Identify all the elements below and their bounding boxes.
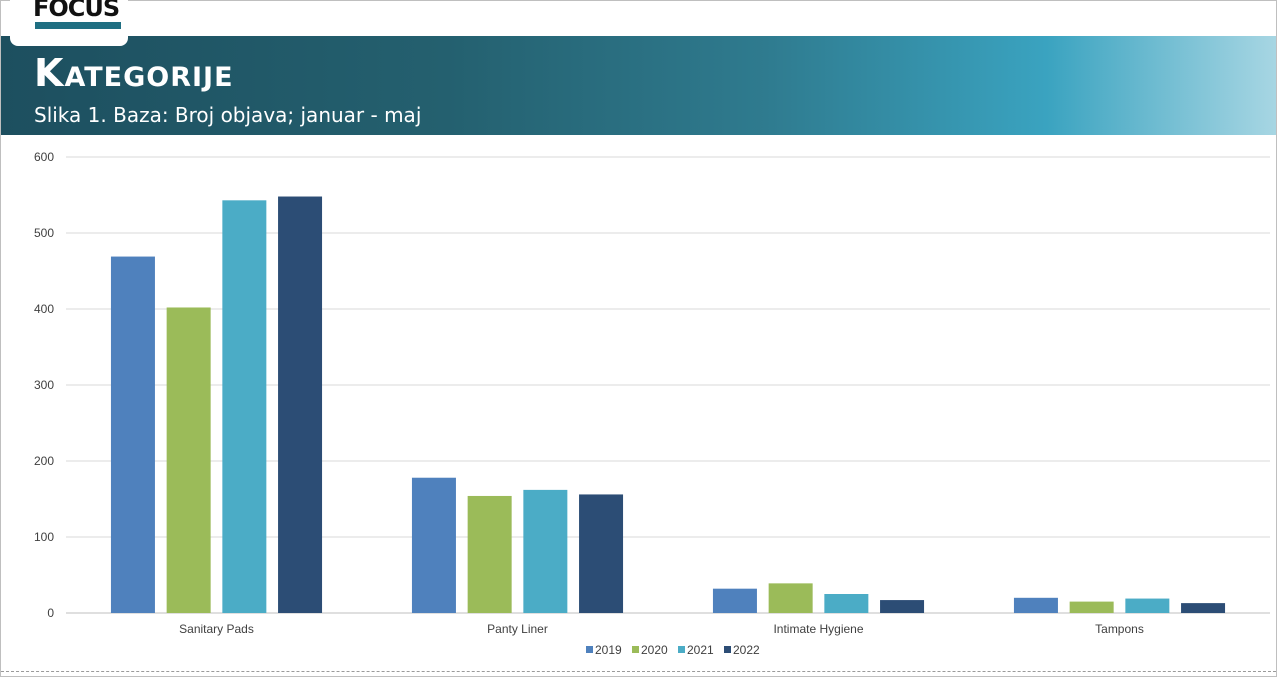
logo-container: FOCUS	[10, 0, 128, 46]
title-banner	[1, 36, 1276, 135]
legend-label: 2022	[733, 643, 760, 657]
bar	[1069, 601, 1114, 613]
x-tick-label: Tampons	[1095, 622, 1144, 636]
bar	[166, 307, 211, 613]
bar	[1181, 603, 1226, 613]
y-tick-label: 500	[34, 226, 54, 240]
bar	[712, 588, 757, 613]
y-tick-label: 200	[34, 454, 54, 468]
page-subtitle: Slika 1. Baza: Broj objava; januar - maj	[34, 103, 422, 127]
bar	[110, 256, 155, 613]
legend-swatch	[586, 646, 593, 653]
bar	[824, 594, 869, 613]
legend-swatch	[632, 646, 639, 653]
bar	[579, 494, 624, 613]
bar	[467, 495, 512, 613]
legend-label: 2020	[641, 643, 668, 657]
y-tick-label: 0	[47, 606, 54, 620]
bar	[278, 196, 323, 613]
logo-text: FOCUS	[33, 0, 120, 22]
y-tick-label: 600	[34, 150, 54, 164]
legend-swatch	[724, 646, 731, 653]
bar	[523, 489, 568, 613]
y-tick-label: 100	[34, 530, 54, 544]
bar	[1125, 598, 1170, 613]
bar-chart: 0 100 200 300 400 500 600 Sanitary Pads Panty Li…	[34, 150, 1270, 657]
page-title: Kategorije	[34, 51, 234, 95]
legend-label: 2021	[687, 643, 714, 657]
bar	[880, 600, 925, 613]
bar	[1013, 597, 1058, 613]
x-tick-label: Sanitary Pads	[179, 622, 254, 636]
bar	[768, 583, 813, 613]
x-tick-label: Panty Liner	[487, 622, 548, 636]
focus-logo: FOCUS	[33, 0, 121, 29]
bar	[411, 477, 456, 613]
logo-underline	[35, 22, 121, 29]
y-tick-label: 300	[34, 378, 54, 392]
legend-label: 2019	[595, 643, 622, 657]
bar	[222, 200, 267, 613]
bottom-divider	[1, 671, 1276, 672]
x-tick-label: Intimate Hygiene	[773, 622, 863, 636]
legend-swatch	[678, 646, 685, 653]
y-tick-label: 400	[34, 302, 54, 316]
